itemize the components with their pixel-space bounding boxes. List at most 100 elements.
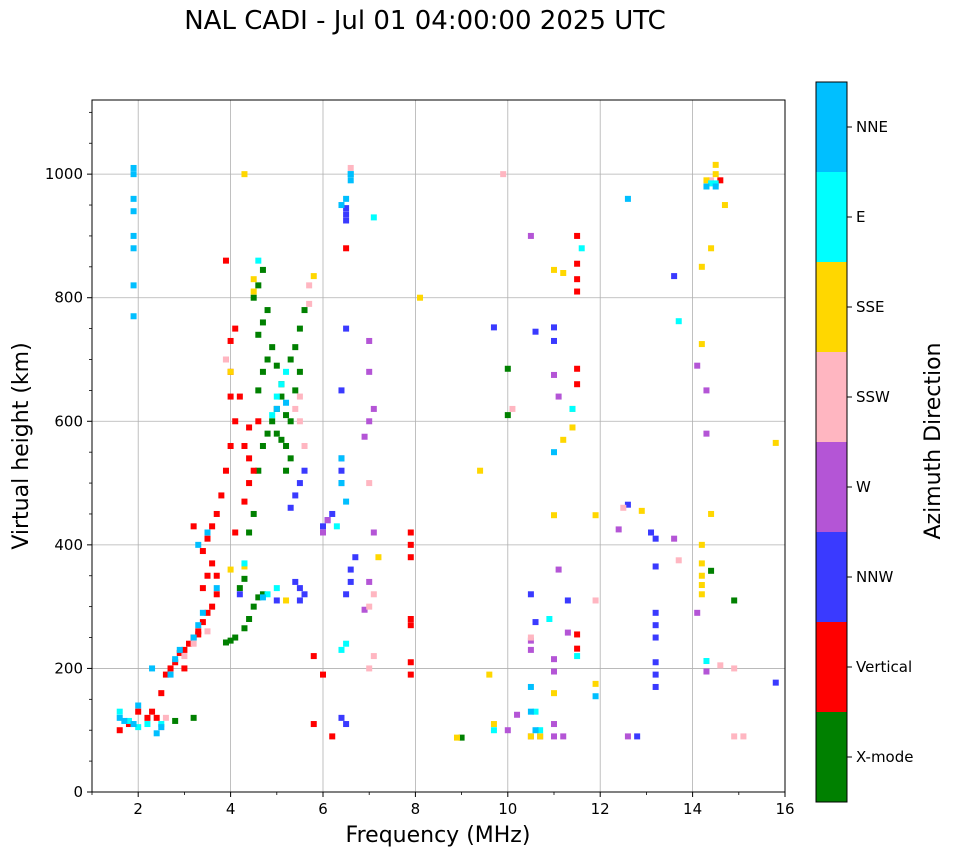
data-point-nne bbox=[158, 724, 165, 731]
data-point-nne bbox=[153, 730, 160, 737]
data-point-x-mode bbox=[236, 585, 243, 592]
data-point-x-mode bbox=[250, 510, 257, 517]
data-point-ssw bbox=[370, 653, 377, 660]
data-point-w bbox=[703, 430, 710, 437]
data-point-ssw bbox=[296, 418, 303, 425]
data-point-sse bbox=[527, 733, 534, 740]
data-point-w bbox=[366, 578, 373, 585]
data-point-nne bbox=[130, 245, 137, 252]
data-point-sse bbox=[551, 266, 557, 273]
data-point-e bbox=[273, 585, 280, 592]
data-point-nnw bbox=[648, 529, 655, 536]
data-point-vertical bbox=[320, 671, 326, 678]
data-point-nne bbox=[190, 634, 197, 641]
data-point-ssw bbox=[731, 665, 738, 672]
data-point-vertical bbox=[186, 640, 193, 647]
data-point-sse bbox=[486, 671, 493, 678]
x-tick-label: 14 bbox=[683, 800, 702, 818]
data-point-x-mode bbox=[255, 467, 262, 474]
data-point-w bbox=[615, 526, 622, 533]
x-tick-label: 8 bbox=[411, 800, 421, 818]
data-point-vertical bbox=[407, 659, 414, 666]
colorbar: X-mode Vertical NNW W SSW SSE E NNE bbox=[815, 81, 913, 803]
data-point-sse bbox=[698, 582, 705, 589]
data-point-w bbox=[694, 609, 701, 616]
data-point-e bbox=[537, 727, 544, 734]
data-point-ssw bbox=[592, 597, 599, 604]
data-point-nnw bbox=[527, 591, 534, 598]
data-point-vertical bbox=[167, 665, 174, 672]
axis-ticks: 2 4 6 8 10 12 14 16 0 200 400 600 800 1000 bbox=[45, 111, 795, 818]
data-point-vertical bbox=[236, 393, 243, 400]
page-title: NAL CADI - Jul 01 04:00:00 2025 UTC bbox=[184, 6, 666, 36]
data-point-sse bbox=[569, 424, 576, 431]
data-point-nnw bbox=[634, 733, 641, 740]
data-point-e bbox=[546, 616, 553, 622]
data-point-x-mode bbox=[172, 717, 179, 724]
data-point-nnw bbox=[772, 679, 779, 686]
data-point-vertical bbox=[232, 529, 239, 536]
data-point-sse bbox=[592, 680, 599, 687]
data-point-nnw bbox=[236, 591, 243, 598]
data-point-ssw bbox=[366, 603, 373, 610]
colorbar-label: NNE bbox=[856, 118, 888, 136]
colorbar-segment bbox=[816, 172, 847, 262]
data-point-x-mode bbox=[259, 591, 266, 598]
data-point-w bbox=[527, 646, 534, 653]
data-point-vertical bbox=[204, 535, 211, 542]
data-point-nne bbox=[338, 202, 345, 209]
data-point-x-mode bbox=[504, 365, 511, 372]
data-point-vertical bbox=[135, 708, 142, 715]
data-point-sse bbox=[375, 554, 382, 561]
data-point-nne bbox=[195, 622, 202, 629]
data-point-vertical bbox=[407, 554, 414, 561]
data-point-sse bbox=[560, 270, 567, 276]
colorbar-segment bbox=[816, 442, 847, 532]
data-point-e bbox=[712, 180, 719, 187]
data-point-w bbox=[555, 393, 562, 400]
data-point-ssw bbox=[366, 480, 373, 487]
data-point-nnw bbox=[338, 387, 345, 394]
data-point-x-mode bbox=[264, 356, 271, 363]
x-tick-label: 12 bbox=[591, 800, 610, 818]
data-point-sse bbox=[417, 294, 424, 301]
data-point-nnw bbox=[490, 324, 497, 331]
data-point-x-mode bbox=[259, 368, 266, 375]
data-point-x-mode bbox=[278, 393, 285, 400]
data-point-e bbox=[264, 591, 271, 598]
x-tick-label: 10 bbox=[498, 800, 517, 818]
data-point-nne bbox=[338, 455, 345, 462]
data-point-w bbox=[366, 337, 373, 344]
data-point-x-mode bbox=[283, 467, 290, 474]
data-point-nnw bbox=[532, 619, 539, 626]
data-point-vertical bbox=[227, 393, 234, 400]
data-point-x-mode bbox=[250, 294, 257, 301]
data-point-nne bbox=[527, 683, 534, 690]
data-point-nnw bbox=[671, 273, 678, 280]
data-point-nnw bbox=[652, 563, 659, 570]
data-point-w bbox=[527, 637, 534, 644]
data-point-vertical bbox=[574, 365, 581, 372]
data-point-nne bbox=[149, 665, 156, 672]
data-point-w bbox=[551, 656, 557, 663]
data-point-sse bbox=[772, 439, 779, 446]
data-point-x-mode bbox=[246, 529, 253, 536]
data-point-ssw bbox=[740, 733, 747, 740]
data-point-w bbox=[514, 711, 521, 718]
data-point-vertical bbox=[329, 733, 336, 740]
data-point-sse bbox=[708, 510, 715, 517]
data-point-e bbox=[333, 523, 340, 530]
data-point-vertical bbox=[574, 645, 581, 652]
data-point-x-mode bbox=[246, 616, 253, 622]
data-point-x-mode bbox=[278, 436, 285, 443]
data-point-sse bbox=[537, 733, 544, 740]
data-point-nne bbox=[130, 171, 137, 178]
data-point-vertical bbox=[172, 659, 179, 666]
data-point-ssw bbox=[509, 405, 516, 412]
data-point-nne bbox=[624, 195, 631, 202]
data-point-vertical bbox=[227, 443, 234, 449]
data-point-w bbox=[551, 733, 557, 740]
data-point-w bbox=[366, 368, 373, 375]
data-point-ssw bbox=[222, 356, 229, 363]
data-point-w bbox=[527, 232, 534, 239]
